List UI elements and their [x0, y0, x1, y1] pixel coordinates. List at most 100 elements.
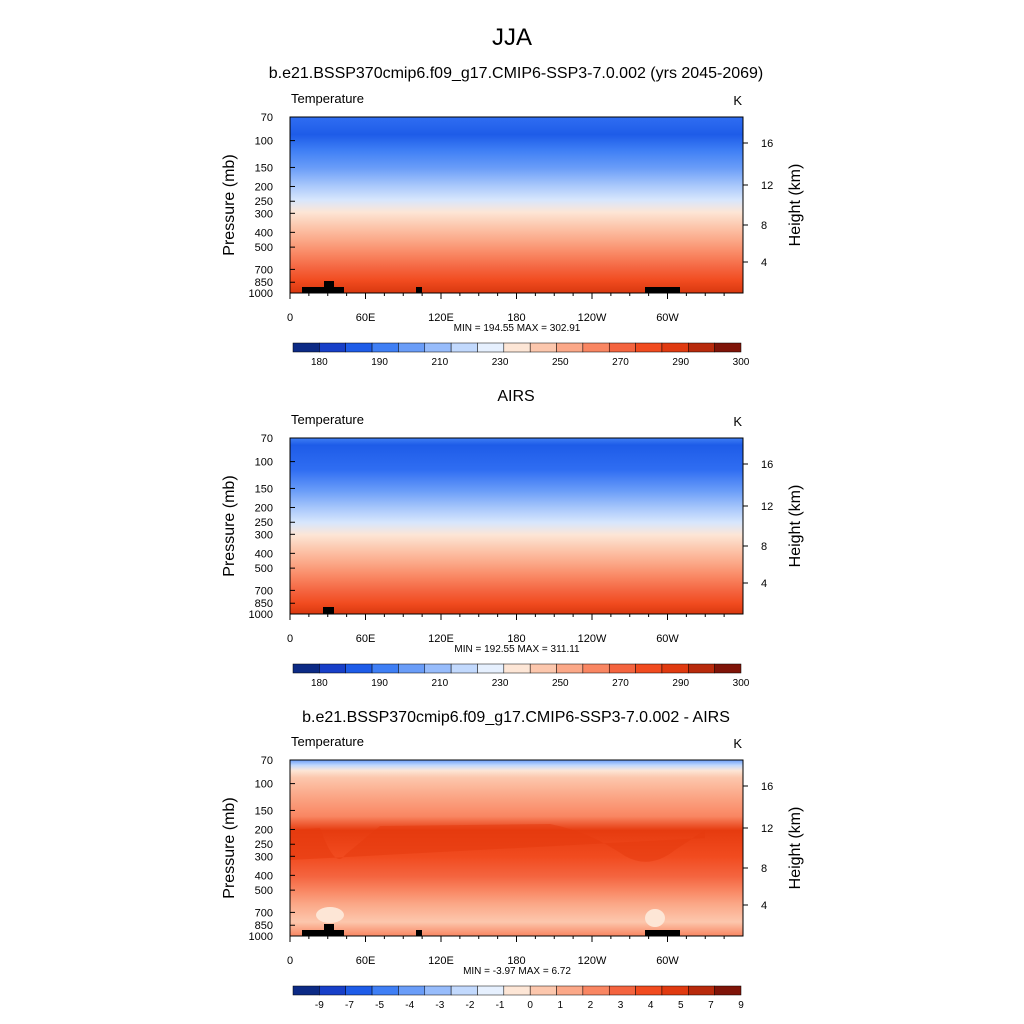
- colorbar-swatch: [503, 985, 531, 996]
- contour-field: [290, 438, 743, 614]
- pressure-tick-label: 850: [255, 920, 273, 932]
- panel-units-label: K: [733, 93, 742, 108]
- x-tick-label: 120W: [578, 633, 607, 645]
- terrain-mask: [324, 281, 334, 293]
- colorbar-swatch: [371, 342, 399, 353]
- y-axis-label: Pressure (mb): [221, 154, 238, 255]
- colorbar-tick-label: 270: [612, 357, 629, 368]
- x-tick-label: 120E: [428, 955, 454, 967]
- colorbar-tick-label: 4: [648, 1000, 654, 1011]
- pressure-tick-label: 100: [255, 136, 273, 148]
- colorbar-swatch: [714, 663, 742, 674]
- pressure-tick-label: 1000: [249, 609, 273, 621]
- height-tick-label: 8: [761, 541, 767, 553]
- light-patch: [316, 907, 344, 923]
- terrain-mask: [324, 924, 334, 936]
- pressure-tick-label: 850: [255, 277, 273, 289]
- colorbar-swatch: [319, 342, 346, 353]
- terrain-mask: [645, 287, 680, 293]
- terrain-mask: [645, 930, 680, 936]
- colorbar-tick-label: -1: [496, 1000, 505, 1011]
- colorbar-swatch: [398, 985, 426, 996]
- colorbar-swatch: [688, 663, 715, 674]
- colorbar-tick-label: 180: [311, 357, 328, 368]
- panel-3: b.e21.BSSP370cmip6.f09_g17.CMIP6-SSP3-7.…: [221, 709, 804, 1011]
- pressure-tick-label: 500: [255, 885, 273, 897]
- colorbar-swatch: [714, 985, 742, 996]
- x-tick-label: 60W: [656, 955, 679, 967]
- colorbar-swatch: [635, 663, 663, 674]
- height-tick-label: 16: [761, 781, 773, 793]
- colorbar-tick-label: -3: [435, 1000, 444, 1011]
- panel-units-label: K: [733, 414, 742, 429]
- colorbar-swatch: [556, 342, 584, 353]
- pressure-tick-label: 200: [255, 502, 273, 514]
- height-tick-label: 12: [761, 180, 773, 192]
- pressure-tick-label: 400: [255, 227, 273, 239]
- panel-variable-label: Temperature: [291, 734, 364, 749]
- colorbar-swatch: [661, 663, 689, 674]
- colorbar-tick-label: 230: [492, 678, 509, 689]
- x-tick-label: 60E: [356, 633, 376, 645]
- colorbar-swatch: [582, 663, 610, 674]
- colorbar-swatch: [398, 342, 426, 353]
- colorbar-tick-label: -4: [405, 1000, 414, 1011]
- x-tick-label: 60E: [356, 312, 376, 324]
- pressure-tick-label: 200: [255, 824, 273, 836]
- pressure-tick-label: 150: [255, 805, 273, 817]
- pressure-tick-label: 300: [255, 529, 273, 541]
- height-tick-label: 16: [761, 459, 773, 471]
- colorbar-tick-label: 290: [672, 357, 689, 368]
- pressure-tick-label: 70: [261, 433, 273, 445]
- height-tick-label: 8: [761, 863, 767, 875]
- colorbar-tick-label: 5: [678, 1000, 684, 1011]
- panel-title: AIRS: [497, 388, 534, 405]
- colorbar-tick-label: 0: [527, 1000, 533, 1011]
- panel-units-label: K: [733, 736, 742, 751]
- colorbar-swatch: [345, 663, 373, 674]
- colorbar-swatch: [424, 663, 452, 674]
- colorbar-tick-label: 290: [672, 678, 689, 689]
- colorbar-tick-label: -2: [465, 1000, 474, 1011]
- pressure-tick-label: 200: [255, 181, 273, 193]
- colorbar-swatch: [477, 342, 505, 353]
- height-tick-label: 16: [761, 138, 773, 150]
- panel-variable-label: Temperature: [291, 91, 364, 106]
- colorbar-swatch: [556, 985, 584, 996]
- x-tick-label: 120E: [428, 633, 454, 645]
- terrain-mask: [416, 287, 422, 293]
- colorbar-swatch: [688, 985, 715, 996]
- x-tick-label: 180: [507, 955, 525, 967]
- pressure-tick-label: 1000: [249, 288, 273, 300]
- colorbar-swatch: [529, 663, 557, 674]
- pressure-tick-label: 100: [255, 457, 273, 469]
- light-patch: [645, 909, 665, 927]
- pressure-tick-label: 150: [255, 483, 273, 495]
- height-tick-label: 8: [761, 220, 767, 232]
- pressure-tick-label: 700: [255, 585, 273, 597]
- x-tick-label: 120E: [428, 312, 454, 324]
- x-tick-label: 120W: [578, 312, 607, 324]
- pressure-tick-label: 700: [255, 264, 273, 276]
- pressure-tick-label: 70: [261, 755, 273, 767]
- height-tick-label: 4: [761, 257, 767, 269]
- colorbar-swatch: [450, 663, 478, 674]
- pressure-tick-label: 500: [255, 563, 273, 575]
- x-tick-label: 180: [507, 312, 525, 324]
- pressure-tick-label: 100: [255, 779, 273, 791]
- height-tick-label: 4: [761, 578, 767, 590]
- min-max-stats: MIN = 194.55 MAX = 302.91: [454, 323, 581, 334]
- colorbar-swatch: [319, 985, 346, 996]
- colorbar-tick-label: -9: [315, 1000, 324, 1011]
- pressure-tick-label: 250: [255, 839, 273, 851]
- colorbar-tick-label: 7: [708, 1000, 714, 1011]
- colorbar-swatch: [582, 985, 610, 996]
- x-tick-label: 60E: [356, 955, 376, 967]
- colorbar-swatch: [503, 663, 531, 674]
- colorbar-swatch: [503, 342, 531, 353]
- colorbar-swatch: [424, 985, 452, 996]
- x-tick-label: 60W: [656, 312, 679, 324]
- panel-title: b.e21.BSSP370cmip6.f09_g17.CMIP6-SSP3-7.…: [269, 65, 764, 82]
- colorbar-swatch: [450, 342, 478, 353]
- height-tick-label: 12: [761, 501, 773, 513]
